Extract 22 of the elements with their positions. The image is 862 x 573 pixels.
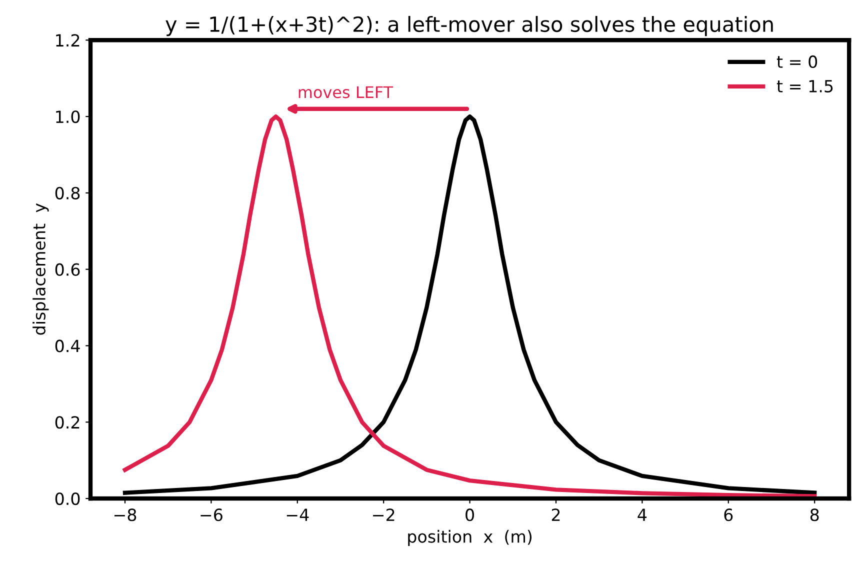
x-tick-label: 0: [466, 508, 474, 522]
x-axis-title: position x (m): [408, 530, 532, 546]
x-tick-label: −4: [286, 508, 309, 521]
y-tick-label: 0.4: [55, 340, 80, 352]
y-tick-label: 1.2: [56, 34, 80, 46]
y-tick-label: 0.6: [55, 263, 80, 276]
x-tick-label: 8: [810, 508, 819, 522]
y-tick-label: 0.2: [55, 416, 80, 429]
chart-title: y = 1/(1+(x+3t)^2): a left-mover also solves the equation: [166, 16, 773, 36]
x-tick-label: −8: [114, 508, 136, 522]
x-tick-label: 2: [552, 508, 560, 521]
x-tick-label: −2: [373, 508, 394, 521]
x-tick-label: 4: [638, 508, 647, 521]
legend-label: t = 1.5: [776, 80, 833, 92]
x-tick-label: 6: [724, 508, 733, 522]
legend-label: t = 0: [776, 55, 818, 68]
x-tick-label: −6: [200, 508, 222, 522]
y-tick-label: 1.0: [56, 110, 80, 124]
y-tick-label: 0.0: [55, 492, 80, 506]
y-axis-title: displacement y: [32, 203, 49, 335]
annotation: moves LEFT: [298, 86, 394, 98]
y-tick-label: 0.8: [55, 186, 80, 200]
